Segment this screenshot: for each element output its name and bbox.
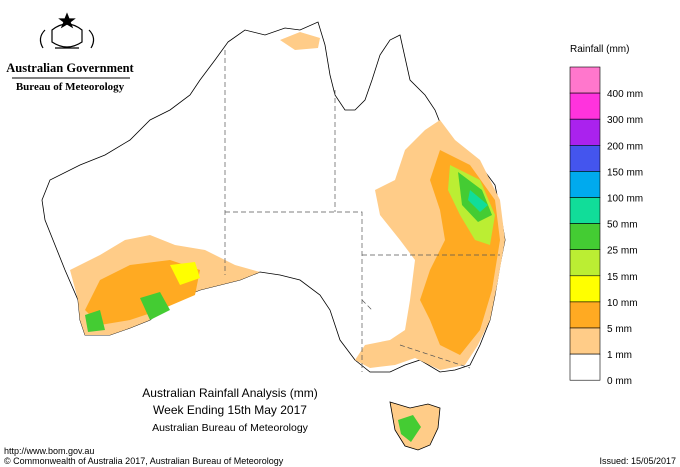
legend-swatch — [569, 301, 601, 329]
bureau-name: Bureau of Meteorology — [16, 81, 125, 93]
rain-area — [85, 260, 200, 325]
url: http://www.bom.gov.au — [4, 446, 94, 456]
legend-label: 15 mm — [607, 272, 638, 283]
legend-title: Rainfall (mm) — [570, 44, 629, 55]
state-borders — [224, 50, 500, 372]
legend-swatch — [569, 327, 601, 355]
legend-swatch — [569, 223, 601, 251]
legend-label: 150 mm — [607, 167, 643, 178]
rain-area — [468, 190, 488, 212]
legend-swatch — [569, 66, 601, 94]
issued: Issued: 15/05/2017 — [599, 456, 676, 466]
legend-swatch — [569, 145, 601, 172]
legend-label: 5 mm — [607, 324, 632, 335]
legend-swatch — [569, 197, 601, 224]
legend-label: 10 mm — [607, 298, 638, 309]
legend-swatch — [569, 353, 601, 381]
legend-swatch — [569, 249, 601, 277]
rain-area — [85, 292, 170, 332]
legend-label: 25 mm — [607, 246, 638, 257]
gov-name: Australian Government — [6, 61, 134, 75]
rain-area — [398, 415, 421, 442]
legend-label: 200 mm — [607, 141, 643, 152]
legend-swatch — [569, 275, 601, 303]
map-title: Australian Rainfall Analysis (mm) — [142, 386, 317, 400]
legend-label: 50 mm — [607, 220, 638, 231]
legend-label: 300 mm — [607, 115, 643, 126]
map-source: Australian Bureau of Meteorology — [152, 422, 309, 434]
legend-swatch — [569, 92, 601, 120]
legend-swatch — [569, 171, 601, 198]
crest — [39, 12, 95, 49]
map-subtitle: Week Ending 15th May 2017 — [153, 403, 307, 417]
legend-label: 0 mm — [607, 376, 632, 387]
legend-label: 100 mm — [607, 194, 643, 205]
rain-area — [280, 32, 320, 50]
legend: 400 mm 300 mm 200 mm 150 mm 100 mm 50 mm 25 mm… — [569, 66, 643, 387]
legend-swatch — [569, 118, 601, 146]
copyright: © Commonwealth of Australia 2017, Austra… — [4, 456, 284, 466]
legend-label: 400 mm — [607, 89, 643, 100]
rain-area — [170, 262, 200, 285]
map — [41, 21, 506, 451]
legend-label: 1 mm — [607, 350, 632, 361]
